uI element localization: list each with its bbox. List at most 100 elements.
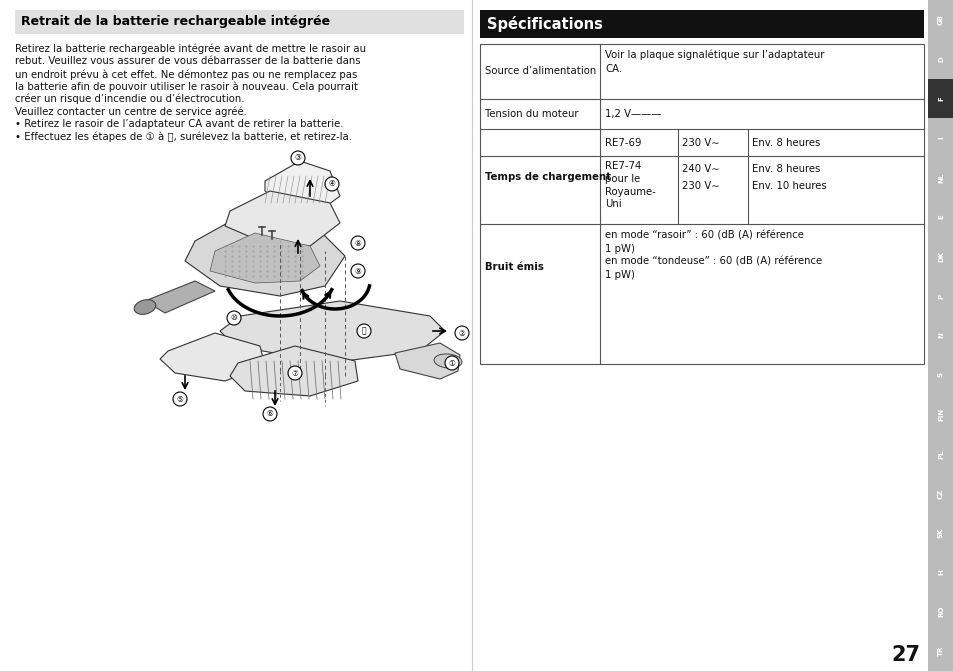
Text: Env. 8 heures: Env. 8 heures — [751, 138, 820, 148]
Polygon shape — [395, 343, 459, 379]
Text: la batterie afin de pouvoir utiliser le rasoir à nouveau. Cela pourrait: la batterie afin de pouvoir utiliser le … — [15, 81, 357, 92]
Text: 1,2 V———: 1,2 V——— — [604, 109, 660, 119]
Bar — [927, 513, 953, 553]
Text: ⑩: ⑩ — [231, 313, 237, 323]
Circle shape — [455, 326, 469, 340]
Text: ⑥: ⑥ — [266, 409, 274, 419]
Text: ①: ① — [448, 358, 455, 368]
Text: Spécifications: Spécifications — [486, 16, 602, 32]
Circle shape — [172, 392, 187, 406]
Text: ③: ③ — [294, 154, 301, 162]
Text: Source d’alimentation: Source d’alimentation — [484, 66, 596, 76]
Bar — [927, 276, 953, 316]
Bar — [927, 395, 953, 434]
Bar — [927, 40, 953, 79]
Polygon shape — [265, 161, 339, 211]
Polygon shape — [220, 301, 444, 363]
Text: DK: DK — [937, 251, 943, 262]
Text: rebut. Veuillez vous assurer de vous débarrasser de la batterie dans: rebut. Veuillez vous assurer de vous déb… — [15, 56, 360, 66]
Text: RE7-74: RE7-74 — [604, 161, 640, 171]
Text: ⑨: ⑨ — [355, 266, 361, 276]
Text: Voir la plaque signalétique sur l’adaptateur: Voir la plaque signalétique sur l’adapta… — [604, 50, 823, 60]
Text: CA.: CA. — [604, 64, 621, 74]
Text: GB: GB — [937, 14, 943, 25]
Ellipse shape — [434, 354, 461, 368]
Text: Bruit émis: Bruit émis — [484, 262, 543, 272]
Circle shape — [325, 177, 338, 191]
Text: Veuillez contacter un centre de service agréé.: Veuillez contacter un centre de service … — [15, 107, 247, 117]
Text: Temps de chargement: Temps de chargement — [484, 172, 610, 181]
Polygon shape — [160, 333, 265, 381]
Bar — [927, 592, 953, 631]
Text: en mode “tondeuse” : 60 (dB (A) référence: en mode “tondeuse” : 60 (dB (A) référenc… — [604, 257, 821, 267]
Bar — [15, 10, 463, 34]
Text: un endroit prévu à cet effet. Ne démontez pas ou ne remplacez pas: un endroit prévu à cet effet. Ne démonte… — [15, 69, 357, 79]
Text: Env. 8 heures: Env. 8 heures — [751, 164, 820, 174]
Circle shape — [288, 366, 302, 380]
Text: SK: SK — [937, 527, 943, 538]
Text: Retrait de la batterie rechargeable intégrée: Retrait de la batterie rechargeable inté… — [21, 15, 330, 28]
Circle shape — [351, 236, 365, 250]
Text: 230 V∼: 230 V∼ — [681, 180, 719, 191]
Polygon shape — [210, 233, 319, 283]
Ellipse shape — [134, 300, 155, 314]
Bar — [927, 631, 953, 671]
Bar — [927, 0, 953, 40]
Text: créer un risque d’incendie ou d’électrocution.: créer un risque d’incendie ou d’électroc… — [15, 94, 244, 105]
Text: I: I — [937, 137, 943, 140]
Text: ⑤: ⑤ — [176, 395, 183, 403]
Circle shape — [263, 407, 276, 421]
Bar — [927, 79, 953, 118]
Polygon shape — [145, 281, 214, 313]
Text: RE7-69: RE7-69 — [604, 138, 640, 148]
Text: ⑪: ⑪ — [361, 327, 366, 336]
Bar — [927, 553, 953, 592]
Bar — [927, 158, 953, 197]
Text: • Effectuez les étapes de ① à ⑪, surélevez la batterie, et retirez-la.: • Effectuez les étapes de ① à ⑪, surélev… — [15, 132, 352, 142]
Text: 1 pW): 1 pW) — [604, 244, 635, 254]
Text: TR: TR — [937, 646, 943, 656]
Text: 27: 27 — [890, 645, 920, 665]
Text: E: E — [937, 215, 943, 219]
Text: ④: ④ — [328, 180, 335, 189]
Text: Env. 10 heures: Env. 10 heures — [751, 180, 826, 191]
Circle shape — [291, 151, 305, 165]
Bar — [479, 10, 923, 38]
Circle shape — [444, 356, 458, 370]
Circle shape — [356, 324, 371, 338]
Text: ②: ② — [458, 329, 465, 338]
Text: N: N — [937, 333, 943, 338]
Polygon shape — [230, 346, 357, 396]
Text: 230 V∼: 230 V∼ — [681, 138, 719, 148]
Text: H: H — [937, 570, 943, 575]
Bar — [927, 316, 953, 355]
Text: 1 pW): 1 pW) — [604, 270, 635, 280]
Text: CZ: CZ — [937, 488, 943, 499]
Text: F: F — [937, 97, 943, 101]
Text: S: S — [937, 372, 943, 378]
Text: Royaume-: Royaume- — [604, 187, 655, 197]
Text: NL: NL — [937, 172, 943, 183]
Text: D: D — [937, 56, 943, 62]
Text: PL: PL — [937, 449, 943, 459]
Bar — [927, 355, 953, 395]
Circle shape — [351, 264, 365, 278]
Text: 240 V∼: 240 V∼ — [681, 164, 719, 174]
Circle shape — [227, 311, 241, 325]
Polygon shape — [225, 191, 339, 246]
Text: P: P — [937, 293, 943, 299]
Text: RO: RO — [937, 606, 943, 617]
Text: • Retirez le rasoir de l’adaptateur CA avant de retirer la batterie.: • Retirez le rasoir de l’adaptateur CA a… — [15, 119, 343, 129]
Text: Tension du moteur: Tension du moteur — [484, 109, 578, 119]
Bar — [927, 434, 953, 474]
Bar — [479, 44, 923, 364]
Text: pour le: pour le — [604, 174, 639, 184]
Bar — [927, 237, 953, 276]
Text: FIN: FIN — [937, 408, 943, 421]
Text: ⑦: ⑦ — [292, 368, 298, 378]
Bar — [927, 197, 953, 237]
Text: Uni: Uni — [604, 199, 621, 209]
Polygon shape — [185, 216, 345, 296]
Bar — [927, 474, 953, 513]
Text: ⑧: ⑧ — [355, 238, 361, 248]
